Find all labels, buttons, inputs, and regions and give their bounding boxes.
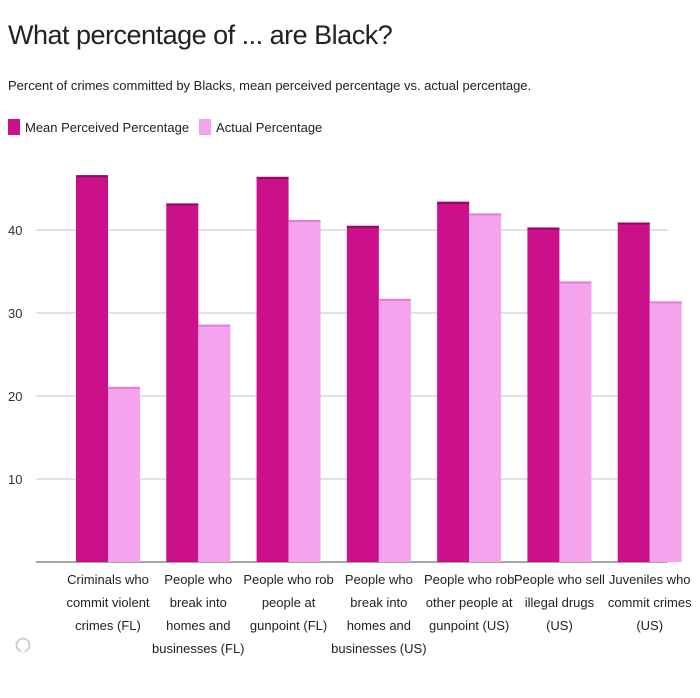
bar-cap <box>166 203 199 206</box>
legend-label-perceived: Mean Perceived Percentage <box>25 119 190 135</box>
bar-cap <box>378 298 411 301</box>
chart-title: What percentage of ... are Black? <box>8 20 393 50</box>
bar-actual <box>198 324 231 562</box>
legend: Mean Perceived Percentage Actual Percent… <box>8 118 332 136</box>
bar-actual <box>469 213 502 562</box>
bar-cap <box>437 201 470 204</box>
category-label: People who break into homes and businesses … <box>152 572 244 656</box>
bar-cap <box>108 386 140 389</box>
bar-cap <box>346 225 379 228</box>
bar-cap <box>617 222 650 225</box>
bar-chart: 10 20 30 40 Criminals who commit violent crime… <box>8 175 692 656</box>
bar-actual <box>559 281 592 562</box>
bar-cap <box>256 176 289 179</box>
bar-perceived <box>437 201 470 562</box>
bar-cap <box>76 175 108 178</box>
bar-perceived <box>527 227 560 562</box>
bar-perceived <box>617 222 650 562</box>
category-label: People who break into homes and businesses … <box>331 572 426 656</box>
legend-swatch-actual <box>199 119 212 135</box>
chart-subtitle: Percent of crimes committed by Blacks, m… <box>8 78 532 93</box>
category-label: Criminals who commit violent crimes (FL) <box>66 572 149 633</box>
category-label: People who rob people at gunpoint (FL) <box>243 572 333 633</box>
bar-actual <box>378 298 411 562</box>
legend-swatch-perceived <box>8 119 20 135</box>
bar-actual <box>288 220 321 562</box>
bar-cap <box>559 281 592 284</box>
legend-item-actual: Actual Percentage <box>199 119 322 135</box>
legend-label-actual: Actual Percentage <box>216 119 323 135</box>
bar-actual <box>108 386 140 562</box>
bar-cap <box>198 324 231 327</box>
bar-perceived <box>166 203 199 562</box>
y-tick-label: 30 <box>8 306 22 321</box>
y-tick-label: 40 <box>8 223 22 238</box>
legend-item-perceived: Mean Perceived Percentage <box>8 119 189 135</box>
category-label: People who sell illegal drugs (US) <box>514 572 605 633</box>
y-tick-label: 10 <box>8 472 22 487</box>
logo-icon <box>15 637 31 653</box>
bar-perceived <box>346 225 379 562</box>
y-tick-label: 20 <box>8 389 22 404</box>
bar-cap <box>288 220 321 223</box>
category-label: Juveniles who commit crimes (US) <box>608 572 692 633</box>
bar-perceived <box>76 175 108 562</box>
bar-cap <box>527 227 560 230</box>
category-label: People who rob other people at gunpoint (U… <box>424 572 514 633</box>
bar-perceived <box>256 176 289 562</box>
bar-actual <box>649 301 682 562</box>
bar-cap <box>469 213 502 216</box>
bar-cap <box>649 301 682 304</box>
